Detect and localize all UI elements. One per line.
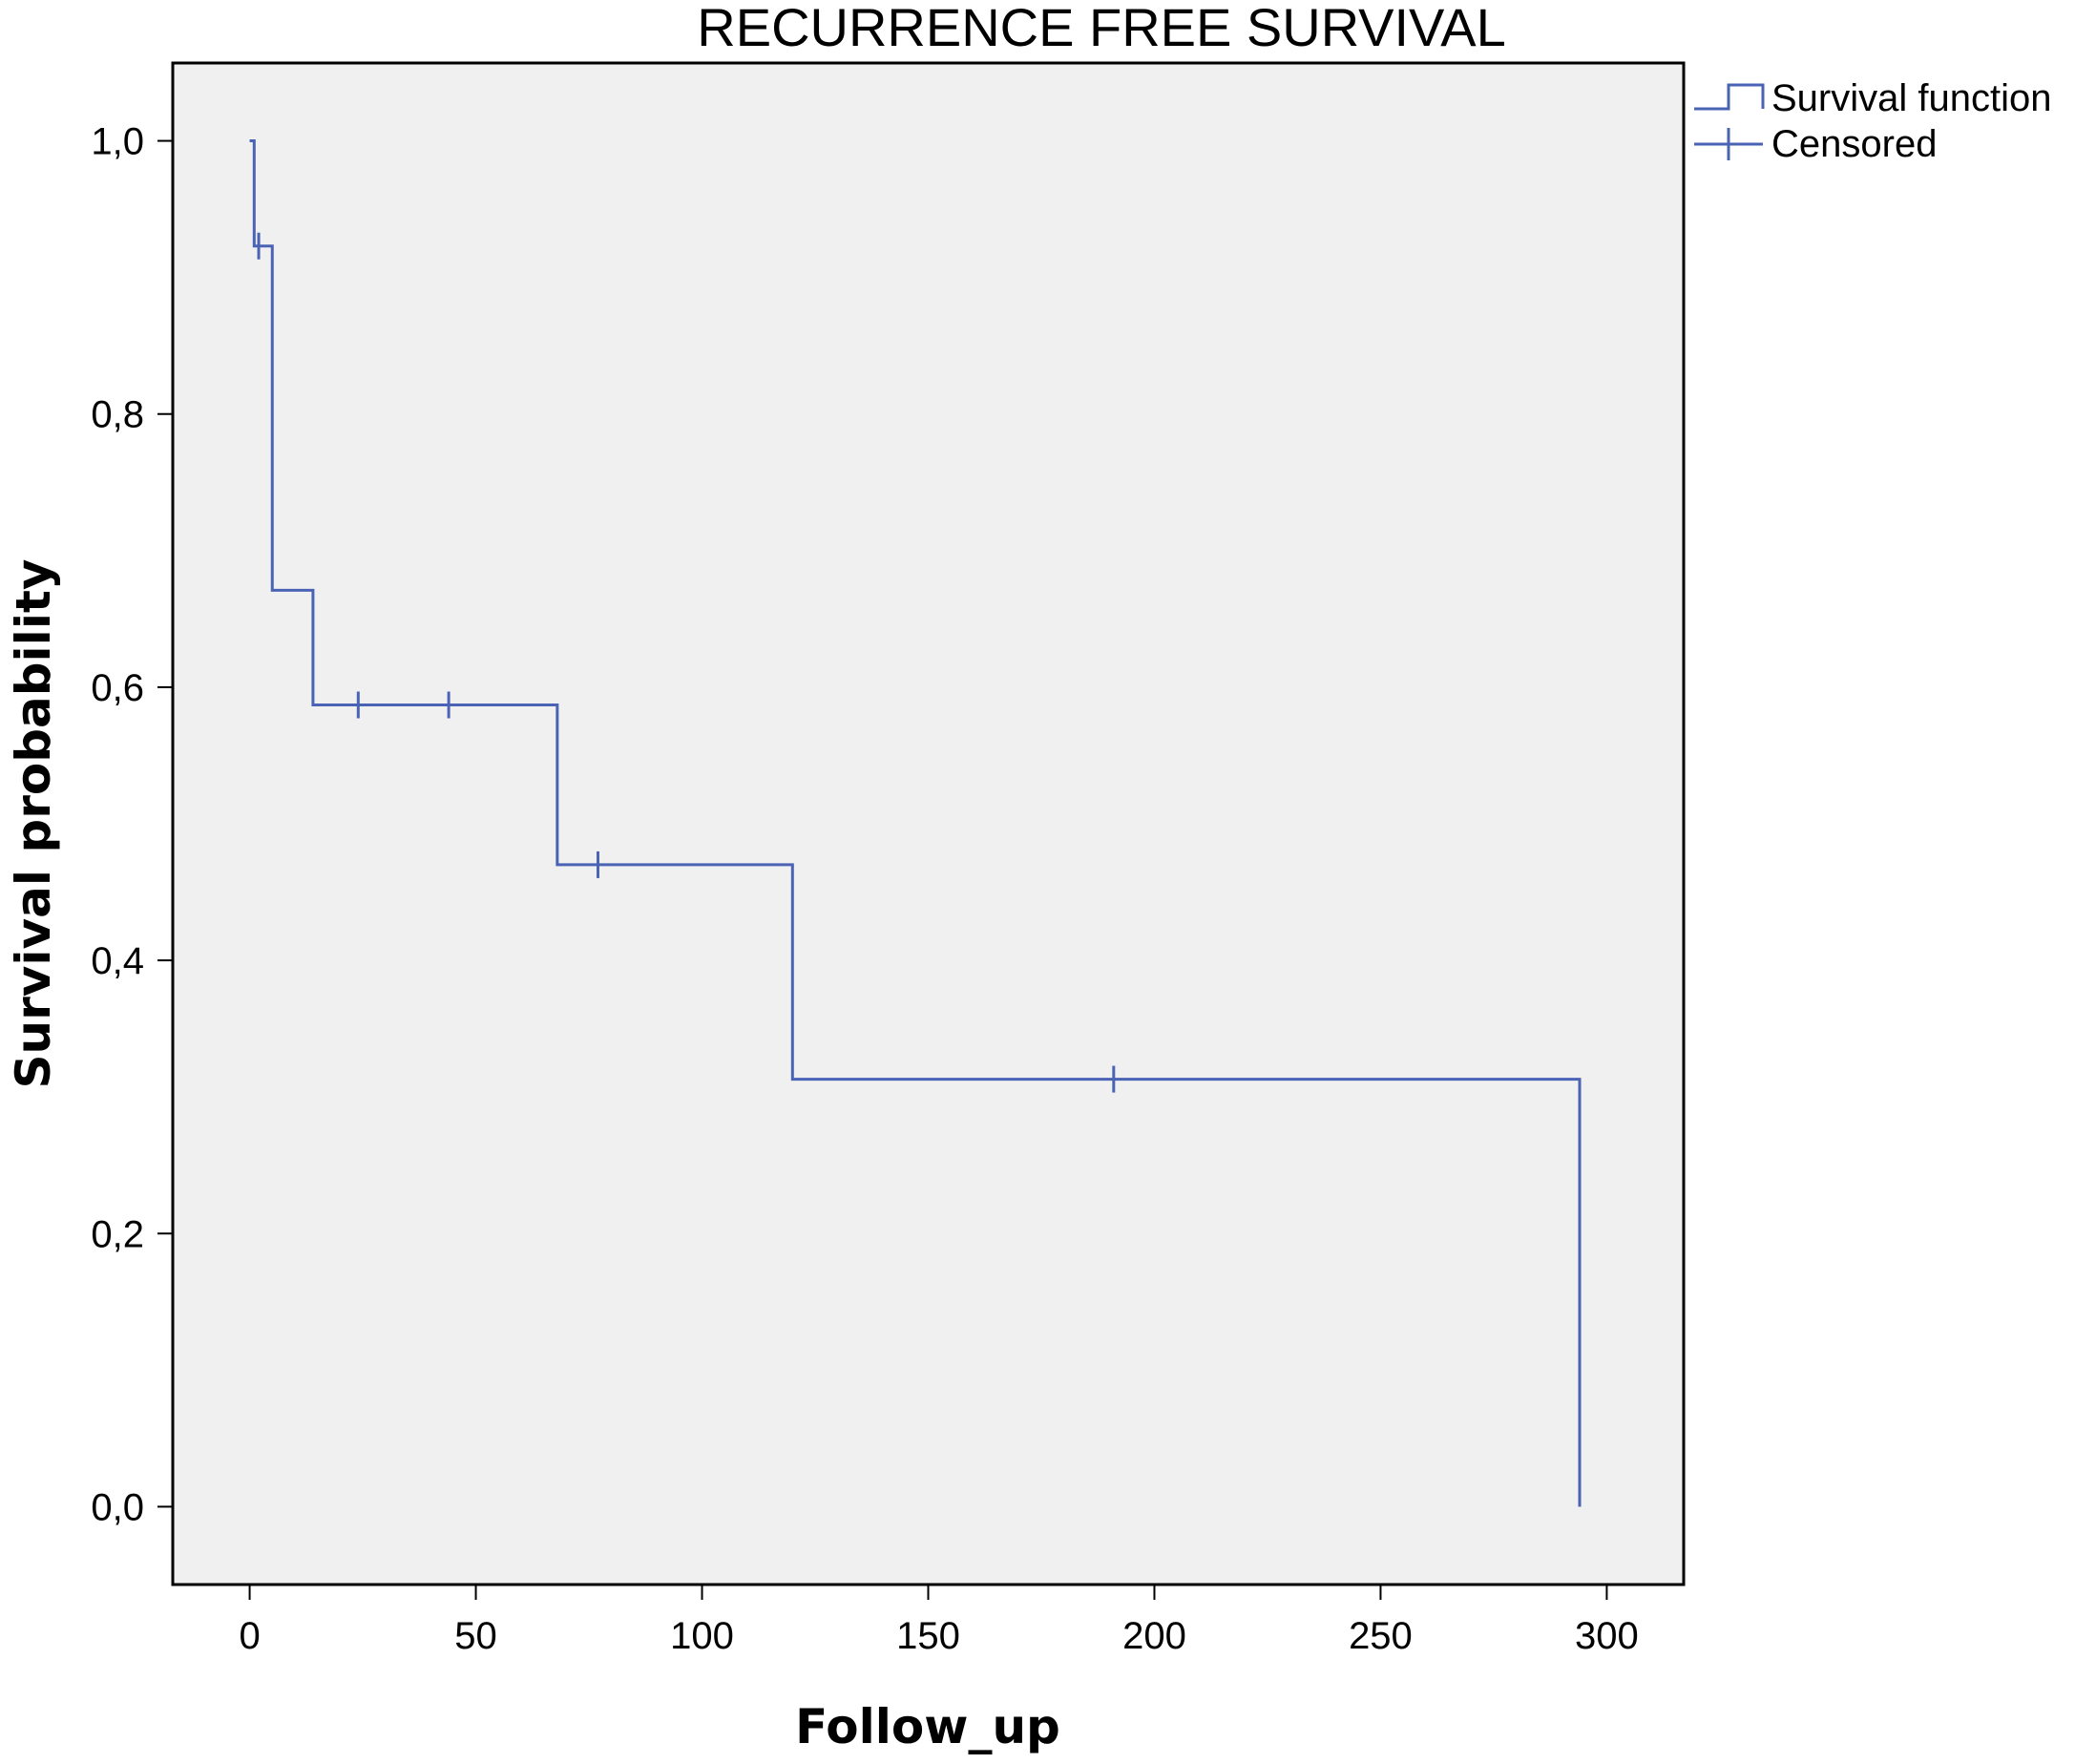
y-tick-label: 0,8 (91, 394, 144, 436)
x-axis-label: Follow_up (795, 1699, 1060, 1754)
y-tick-label: 0,6 (91, 667, 144, 709)
y-tick-label: 0,4 (91, 940, 144, 982)
plot-background (171, 61, 1686, 1586)
chart-title: RECURRENCE FREE SURVIVAL (697, 0, 1505, 57)
x-tick-label: 50 (454, 1615, 497, 1657)
y-tick-label: 0,2 (91, 1213, 144, 1255)
legend-survival-function-swatch (1694, 83, 1765, 111)
y-axis-ticks: 0,0 0,2 0,4 0,6 0,8 1,0 (91, 121, 173, 1528)
x-tick-label: 200 (1122, 1615, 1186, 1657)
x-tick-label: 0 (239, 1615, 260, 1657)
x-tick-label: 100 (670, 1615, 734, 1657)
x-tick-label: 150 (896, 1615, 960, 1657)
series-layer (249, 139, 1582, 1507)
y-tick-label: 1,0 (91, 121, 144, 163)
legend-censored-label: Censored (1771, 123, 1937, 165)
x-tick-label: 300 (1575, 1615, 1639, 1657)
survival-function-line (249, 139, 1582, 1507)
x-tick-label: 250 (1349, 1615, 1413, 1657)
y-axis-label: Survival probability (6, 559, 61, 1089)
x-axis-ticks: 0 50 100 150 200 250 300 (239, 1585, 1639, 1657)
y-tick-label: 0,0 (91, 1486, 144, 1528)
legend-survival-function-label: Survival function (1771, 77, 2051, 119)
